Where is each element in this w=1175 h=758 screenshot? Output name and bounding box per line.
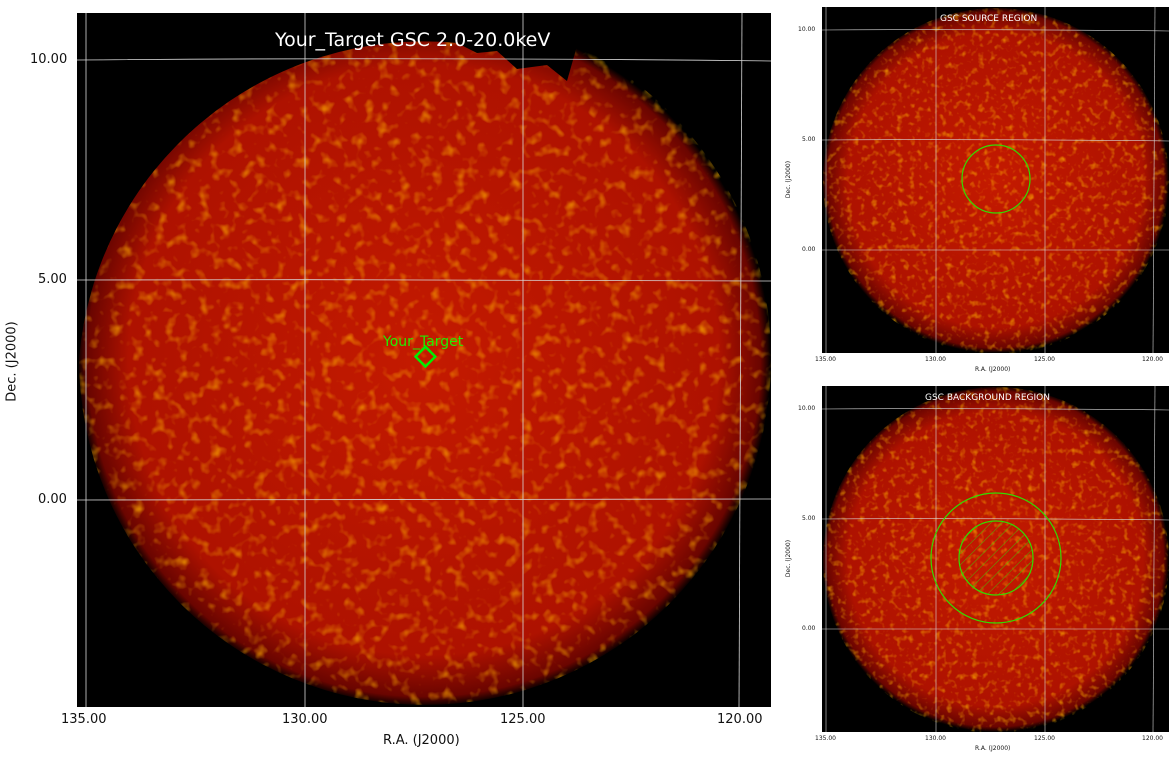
background-outer-circle — [930, 492, 1062, 624]
background-excluded-circle — [958, 520, 1034, 596]
main-title: Your_Target GSC 2.0-20.0keV — [275, 29, 551, 51]
x-axis-title: R.A. (J2000) — [975, 745, 1011, 752]
x-axis-title: R.A. (J2000) — [383, 733, 460, 748]
source-grid — [822, 7, 1169, 353]
y-axis-title: Dec. (J2000) — [785, 160, 793, 199]
background-sky-svg — [822, 386, 1169, 732]
x-tick-label: 125.00 — [1034, 735, 1055, 742]
y-tick-label: 0.00 — [802, 246, 816, 253]
x-tick-label: 135.00 — [61, 712, 107, 727]
y-tick-label: 5.00 — [802, 136, 816, 143]
y-tick-label: 0.00 — [802, 625, 816, 632]
main-image-panel: Your_Target GSC 2.0-20.0keV Your_Target … — [4, 13, 771, 748]
x-tick-label: 120.00 — [717, 712, 763, 727]
target-diamond-marker — [413, 344, 438, 369]
x-tick-label: 120.00 — [1142, 356, 1163, 363]
x-tick-label: 125.00 — [1034, 356, 1055, 363]
source-title: GSC SOURCE REGION — [940, 14, 1038, 24]
y-axis-title: Dec. (J2000) — [4, 321, 20, 402]
y-tick-label: 10.00 — [30, 52, 68, 67]
x-tick-label: 135.00 — [815, 735, 836, 742]
x-tick-label: 120.00 — [1142, 735, 1163, 742]
x-tick-label: 135.00 — [815, 356, 836, 363]
x-tick-label: 130.00 — [282, 712, 328, 727]
y-tick-label: 0.00 — [38, 492, 67, 507]
x-axis-title: R.A. (J2000) — [975, 366, 1011, 373]
source-region-panel: GSC SOURCE REGION 10.00 5.00 0.00 135.00… — [780, 0, 1175, 380]
background-sky-image: GSC BACKGROUND REGION — [822, 386, 1169, 732]
background-title: GSC BACKGROUND REGION — [925, 393, 1050, 403]
main-sky-svg — [77, 13, 771, 707]
y-tick-label: 10.00 — [798, 405, 816, 412]
source-region-circle — [961, 144, 1031, 214]
y-tick-label: 5.00 — [802, 515, 816, 522]
x-tick-label: 130.00 — [925, 356, 946, 363]
x-tick-label: 130.00 — [925, 735, 946, 742]
source-sky-image: GSC SOURCE REGION — [822, 7, 1169, 353]
y-tick-label: 10.00 — [798, 26, 816, 33]
background-grid — [822, 386, 1169, 732]
main-sky-image: Your_Target GSC 2.0-20.0keV Your_Target — [77, 13, 771, 707]
main-grid — [77, 13, 771, 707]
source-sky-svg — [822, 7, 1169, 353]
y-axis-title: Dec. (J2000) — [785, 539, 793, 578]
target-label: Your_Target — [383, 334, 464, 350]
x-tick-label: 125.00 — [500, 712, 546, 727]
background-region-panel: GSC BACKGROUND REGION 10.00 5.00 0.00 13… — [780, 380, 1175, 758]
y-tick-label: 5.00 — [38, 272, 67, 287]
